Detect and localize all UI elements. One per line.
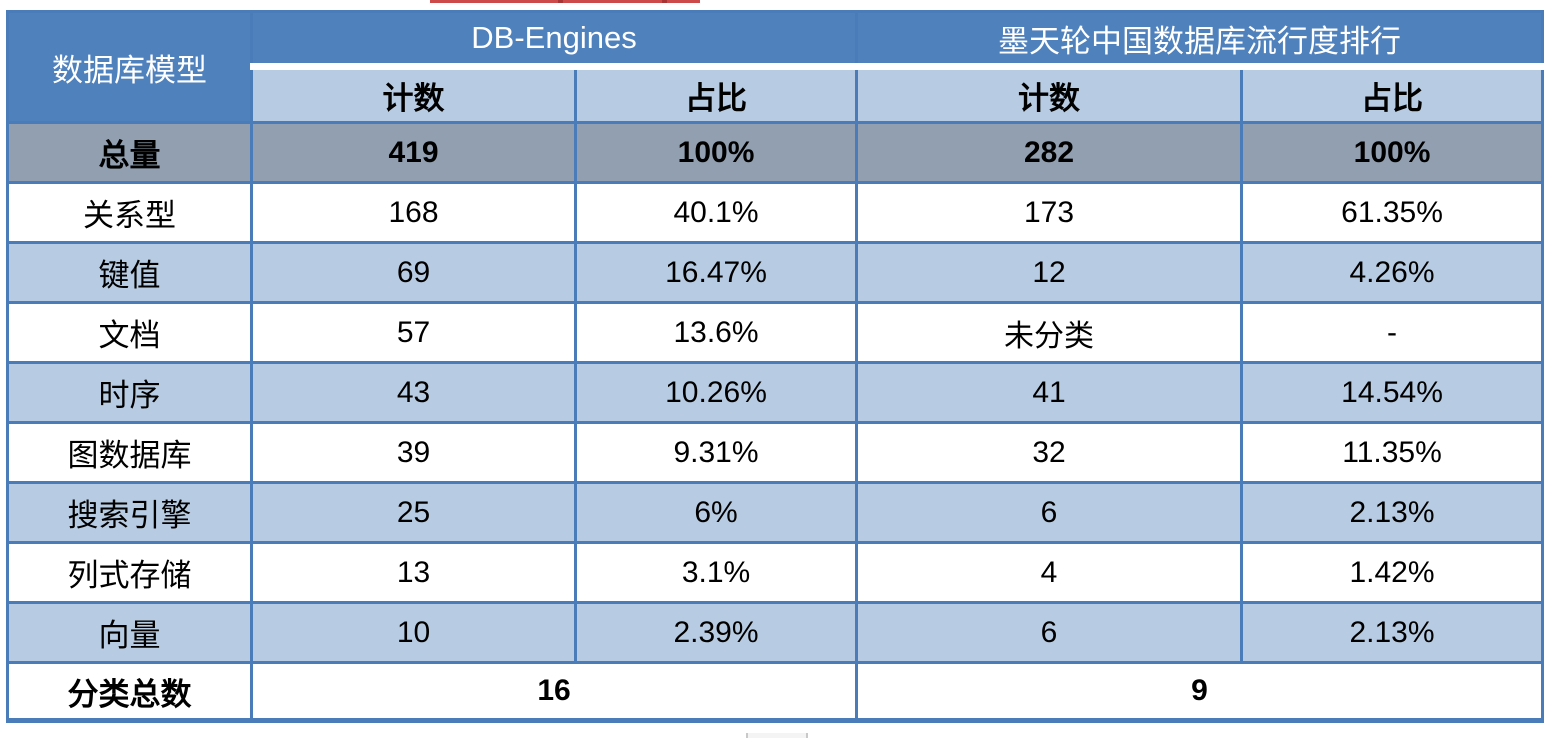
cell-mt-ratio: 100% xyxy=(1240,121,1545,184)
group-header-row: 数据库模型 DB-Engines 墨天轮中国数据库流行度排行 xyxy=(6,10,1545,124)
sub-header-row: 计数 占比 计数 占比 xyxy=(8,65,1545,124)
red-underline-tick xyxy=(558,0,563,3)
cell-mt-ratio: 2.13% xyxy=(1240,601,1545,664)
cell-de-ratio: 10.26% xyxy=(573,361,859,424)
cell-mt-ratio: 14.54% xyxy=(1240,361,1545,424)
cell-mt-count: 282 xyxy=(855,121,1244,184)
cell-de-count: 10 xyxy=(250,601,577,664)
cell-de-ratio: 3.1% xyxy=(573,541,859,604)
subheader-ratio-mt: 占比 xyxy=(1240,65,1545,124)
cell-mt-count: 41 xyxy=(855,361,1244,424)
cell-mt-ratio: 2.13% xyxy=(1240,481,1545,544)
cell-mt-count: 6 xyxy=(855,601,1244,664)
cell-mt-category-total: 9 xyxy=(855,661,1545,723)
cell-de-count: 57 xyxy=(250,301,577,364)
cell-de-ratio: 13.6% xyxy=(573,301,859,364)
cell-de-count: 39 xyxy=(250,421,577,484)
cell-mt-count: 6 xyxy=(855,481,1244,544)
table-row-relational: 关系型 168 40.1% 173 61.35% xyxy=(6,181,1545,244)
row-label: 分类总数 xyxy=(6,661,253,723)
cell-mt-count: 173 xyxy=(855,181,1244,244)
cell-mt-count: 未分类 xyxy=(855,301,1244,364)
table-row-time-series: 时序 43 10.26% 41 14.54% xyxy=(6,361,1545,424)
cell-mt-ratio: - xyxy=(1240,301,1545,364)
cell-de-ratio: 9.31% xyxy=(573,421,859,484)
cell-de-ratio: 6% xyxy=(573,481,859,544)
cell-mt-count: 4 xyxy=(855,541,1244,604)
red-underline-tick xyxy=(662,0,667,3)
subheader-count-mt: 计数 xyxy=(855,65,1244,124)
row-label: 总量 xyxy=(6,121,253,184)
cell-de-ratio: 2.39% xyxy=(573,601,859,664)
group-header-db-engines: DB-Engines xyxy=(249,10,859,70)
row-label: 向量 xyxy=(6,601,253,664)
horizontal-scrollbar-fragment[interactable] xyxy=(746,733,808,738)
red-underline-fragment xyxy=(430,0,700,3)
subheader-ratio-de: 占比 xyxy=(573,65,859,124)
row-label: 关系型 xyxy=(6,181,253,244)
row-label: 时序 xyxy=(6,361,253,424)
row-label: 文档 xyxy=(6,301,253,364)
group-header-motianlun: 墨天轮中国数据库流行度排行 xyxy=(855,10,1545,70)
cell-de-count: 13 xyxy=(250,541,577,604)
cell-mt-ratio: 61.35% xyxy=(1240,181,1545,244)
table-row-key-value: 键值 69 16.47% 12 4.26% xyxy=(6,241,1545,304)
cell-mt-count: 12 xyxy=(855,241,1244,304)
table-row-columnar: 列式存储 13 3.1% 4 1.42% xyxy=(6,541,1545,604)
cell-de-count: 25 xyxy=(250,481,577,544)
table-row-total: 总量 419 100% 282 100% xyxy=(6,121,1545,184)
cell-de-count: 43 xyxy=(250,361,577,424)
cell-de-count: 168 xyxy=(250,181,577,244)
cell-de-category-total: 16 xyxy=(249,661,859,723)
cell-de-ratio: 40.1% xyxy=(573,181,859,244)
cell-de-ratio: 100% xyxy=(573,121,859,184)
row-label: 图数据库 xyxy=(6,421,253,484)
cell-de-ratio: 16.47% xyxy=(573,241,859,304)
row-label: 搜索引擎 xyxy=(6,481,253,544)
row-label: 列式存储 xyxy=(6,541,253,604)
cell-mt-ratio: 1.42% xyxy=(1240,541,1545,604)
subheader-count-de: 计数 xyxy=(250,65,577,124)
table-row-search-engine: 搜索引擎 25 6% 6 2.13% xyxy=(6,481,1545,544)
cell-mt-count: 32 xyxy=(855,421,1244,484)
table-row-category-total: 分类总数 16 9 xyxy=(6,661,1545,723)
table-row-graph: 图数据库 39 9.31% 32 11.35% xyxy=(6,421,1545,484)
db-model-comparison-table: 数据库模型 DB-Engines 墨天轮中国数据库流行度排行 计数 占比 计数 … xyxy=(6,10,1545,723)
table-row-vector: 向量 10 2.39% 6 2.13% xyxy=(6,601,1545,664)
table-row-document: 文档 57 13.6% 未分类 - xyxy=(6,301,1545,364)
corner-header-db-model: 数据库模型 xyxy=(6,10,253,124)
cell-mt-ratio: 11.35% xyxy=(1240,421,1545,484)
cell-de-count: 419 xyxy=(250,121,577,184)
cell-mt-ratio: 4.26% xyxy=(1240,241,1545,304)
row-label: 键值 xyxy=(6,241,253,304)
cell-de-count: 69 xyxy=(250,241,577,304)
